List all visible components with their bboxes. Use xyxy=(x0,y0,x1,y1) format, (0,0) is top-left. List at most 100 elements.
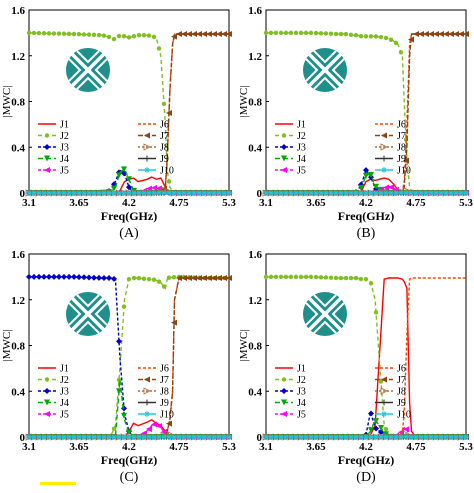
panel-caption: (D) xyxy=(356,470,376,485)
series-point xyxy=(318,190,324,196)
legend-item-j4: J4 xyxy=(275,154,306,165)
legend-item-j2: J2 xyxy=(38,375,69,386)
series-point xyxy=(338,190,344,196)
series-point xyxy=(373,418,379,425)
series-point xyxy=(56,273,62,280)
series-point xyxy=(76,190,82,196)
series-point xyxy=(146,190,152,196)
series-point xyxy=(273,30,279,36)
series-point xyxy=(313,274,319,280)
series-point xyxy=(358,184,364,191)
series-point xyxy=(363,34,369,39)
series-point xyxy=(413,434,419,440)
series-point xyxy=(86,434,92,440)
legend-item-j10: J10 xyxy=(375,410,411,421)
series-point xyxy=(303,30,309,36)
legend-label: J9 xyxy=(397,398,406,409)
x-tick-label: 4.2 xyxy=(359,441,373,453)
series-point xyxy=(181,434,187,440)
series-point xyxy=(323,31,329,36)
series-point xyxy=(211,190,217,196)
series-line xyxy=(29,276,229,438)
series-point xyxy=(221,190,227,196)
series-point xyxy=(288,274,294,280)
series-point xyxy=(353,32,359,38)
series-point xyxy=(448,434,454,440)
y-tick-label: 0.4 xyxy=(11,142,25,154)
series-point xyxy=(368,281,374,286)
series-point xyxy=(388,37,394,42)
series-point xyxy=(398,434,404,440)
legend-marker xyxy=(44,377,50,382)
series-point xyxy=(308,434,314,440)
series-point xyxy=(151,184,157,191)
series-point xyxy=(91,274,97,281)
legend-label: J7 xyxy=(160,375,169,386)
series-point xyxy=(171,190,177,196)
legend-label: J5 xyxy=(60,410,69,421)
legend-label: J2 xyxy=(297,131,306,142)
legend-marker xyxy=(44,399,50,406)
legend-marker xyxy=(381,376,387,383)
series-point xyxy=(51,434,57,440)
series-point xyxy=(206,434,212,440)
series-point xyxy=(368,34,374,39)
plot-area xyxy=(265,253,467,438)
series-point xyxy=(181,31,187,38)
x-tick-label: 4.2 xyxy=(122,441,136,453)
series-point xyxy=(383,434,389,440)
series-point xyxy=(308,30,314,36)
series-point xyxy=(86,190,92,196)
series-point xyxy=(121,304,127,309)
legend-item-j8: J8 xyxy=(375,387,406,398)
legend-marker xyxy=(281,155,287,162)
series-point xyxy=(348,32,354,38)
y-tick-label: 0.4 xyxy=(11,386,25,398)
series-point xyxy=(226,275,232,282)
legend-item-j6: J6 xyxy=(138,364,169,375)
series-point xyxy=(146,276,152,282)
series-point xyxy=(393,40,399,46)
series-point xyxy=(66,190,72,196)
series-point xyxy=(146,185,152,192)
series-point xyxy=(86,274,92,281)
series-point xyxy=(353,190,359,196)
legend-label: J10 xyxy=(397,410,411,421)
series-j2 xyxy=(263,274,469,440)
series-point xyxy=(141,434,147,440)
series-point xyxy=(348,275,354,281)
series-point xyxy=(428,31,434,38)
series-point xyxy=(226,31,232,38)
series-line xyxy=(29,276,229,438)
series-point xyxy=(328,31,334,36)
series-point xyxy=(56,434,62,440)
series-point xyxy=(398,50,404,55)
series-point xyxy=(433,434,439,440)
series-j10 xyxy=(26,434,232,440)
series-point xyxy=(323,275,329,280)
x-tick-label: 3.1 xyxy=(259,441,273,453)
series-point xyxy=(36,273,42,280)
legend-item-j7: J7 xyxy=(375,131,406,142)
series-point xyxy=(418,434,424,440)
series-point xyxy=(156,434,162,440)
legend-item-j2: J2 xyxy=(38,131,69,142)
legend-item-j7: J7 xyxy=(138,375,169,386)
series-point xyxy=(328,434,334,440)
series-point xyxy=(101,434,107,440)
series-point xyxy=(126,429,132,436)
series-point xyxy=(393,190,399,196)
legend-item-j3: J3 xyxy=(275,143,306,154)
series-point xyxy=(111,185,117,192)
legend-label: J1 xyxy=(297,364,306,375)
series-point xyxy=(31,434,37,440)
legend-marker xyxy=(381,155,387,162)
series-point xyxy=(363,167,369,174)
y-tick-label: 1.6 xyxy=(11,249,25,261)
series-point xyxy=(121,412,127,419)
series-point xyxy=(41,31,47,36)
series-point xyxy=(151,34,157,40)
series-point xyxy=(278,190,284,196)
series-point xyxy=(96,32,102,38)
